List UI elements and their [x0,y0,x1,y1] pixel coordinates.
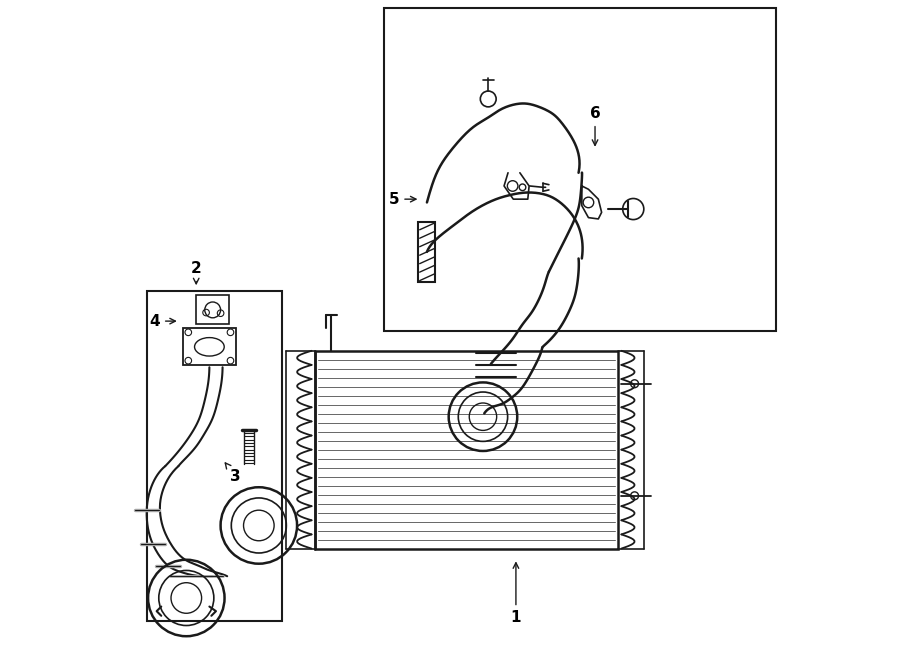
Text: 3: 3 [225,463,241,483]
Bar [147,291,282,621]
Polygon shape [418,222,436,281]
Text: 6: 6 [590,106,600,146]
Bar [183,328,236,365]
Text: 2: 2 [191,261,202,284]
Bar [315,351,618,549]
Text: 5: 5 [389,192,416,207]
Bar [384,8,777,331]
Bar [196,295,230,324]
Polygon shape [315,351,618,549]
Bar [418,222,436,281]
Text: 1: 1 [510,563,521,626]
Text: 4: 4 [149,314,176,328]
